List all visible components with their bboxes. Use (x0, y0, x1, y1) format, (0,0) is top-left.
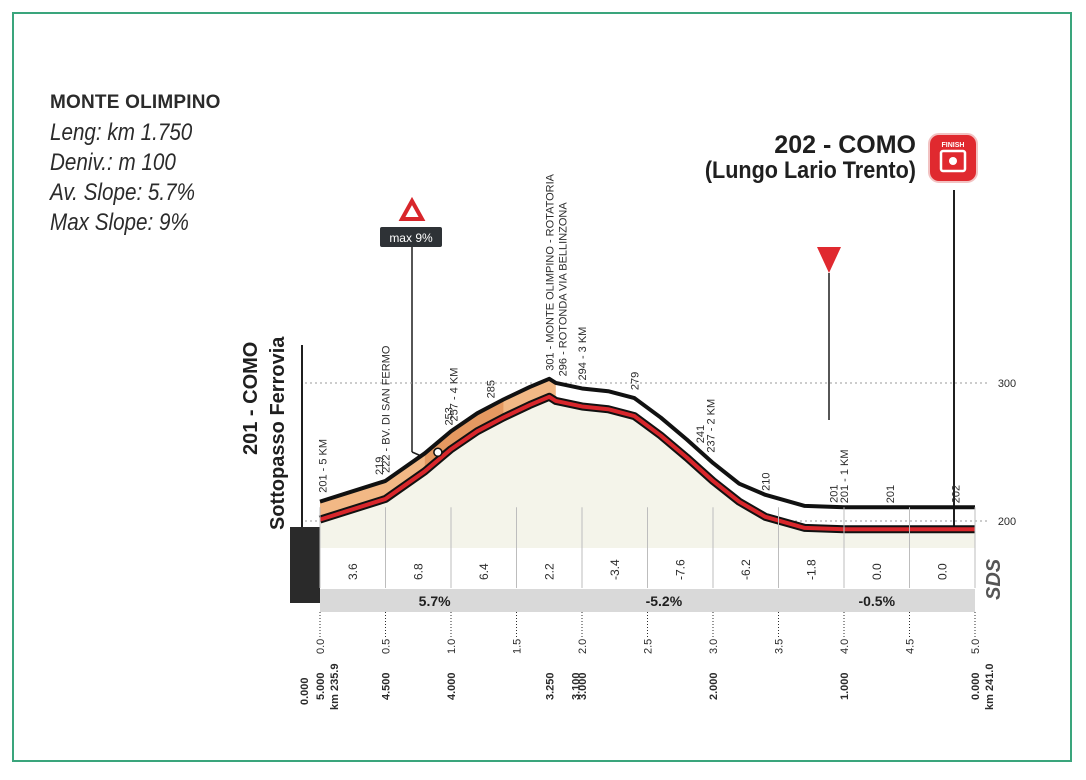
mountain-warning-icon (398, 196, 426, 221)
x-tick-label: 1.0 (446, 639, 458, 654)
waypoint-label: 201 (829, 485, 841, 503)
climb-length: Leng: km 1.750 (50, 119, 193, 146)
finish-badge-label: FINISH (942, 142, 965, 149)
x-tick-label: 0.0 (315, 639, 327, 654)
finish-dot-icon (949, 157, 957, 165)
segment-slope-label: -3.4 (608, 559, 622, 580)
segment-slope-label: -6.2 (739, 559, 753, 580)
start-block (290, 527, 320, 603)
waypoint-label: 285 (485, 380, 497, 398)
brand-logo: SDS (983, 558, 1005, 600)
x-tick-label: 2.5 (643, 639, 655, 654)
sector-slope-label: 5.7% (419, 593, 451, 609)
segment-slope-label: 6.8 (411, 563, 425, 580)
sector-slope-label: -0.5% (858, 593, 895, 609)
road-line (319, 394, 975, 532)
end-km-label: km 241.0 (984, 664, 996, 710)
start-zero-label: 0.000 (299, 677, 311, 705)
distance-to-go-label: 2.000 (708, 672, 720, 700)
distance-to-go-label: 1.000 (839, 672, 851, 700)
profile-area (320, 396, 975, 548)
max-slope-point (433, 447, 443, 458)
segment-slope-label: 3.6 (346, 563, 360, 580)
ribbon-top-edge (319, 376, 975, 510)
segment-slope-label: 6.4 (477, 563, 491, 580)
x-tick-label: 4.0 (839, 639, 851, 654)
waypoint-label: 301 - MONTE OLIMPINO - ROTATORIA (544, 173, 556, 370)
flamme-rouge-icon (817, 247, 841, 273)
waypoint-label: 296 - ROTONDA VIA BELLINZONA (557, 202, 569, 377)
x-tick-label: 3.0 (708, 639, 720, 654)
distance-to-go-label: 4.500 (381, 672, 393, 700)
climb-max-slope: Max Slope: 9% (50, 209, 189, 236)
climb-deniv: Deniv.: m 100 (50, 149, 176, 176)
segment-slope-label: 0.0 (870, 563, 884, 580)
max-badge-label: max 9% (389, 231, 433, 245)
waypoint-label: 201 (885, 485, 897, 503)
climb-title: MONTE OLIMPINO (50, 92, 221, 113)
y-tick-label: 200 (998, 516, 1016, 528)
distance-to-go-label: 4.000 (446, 672, 458, 700)
finish-flag-icon (939, 149, 967, 173)
sector-slope-label: -5.2% (646, 593, 683, 609)
climb-avg-slope: Av. Slope: 5.7% (50, 179, 195, 206)
waypoint-label: 279 (629, 372, 641, 390)
waypoint-label: 222 - BV. DI SAN FERMO (381, 345, 393, 473)
waypoint-label: 219 (374, 457, 386, 475)
x-tick-label: 2.0 (577, 639, 589, 654)
x-tick-label: 0.5 (381, 639, 393, 654)
segment-slope-label: -1.8 (804, 559, 818, 580)
waypoint-label: 210 (760, 473, 772, 491)
finish-label: 202 - COMO (Lungo Lario Trento) (630, 132, 916, 184)
distance-to-go-label: 3.250 (544, 672, 556, 700)
max-badge (380, 227, 442, 247)
distance-to-go-label: 3.000 (577, 672, 589, 700)
finish-sub: (Lungo Lario Trento) (704, 157, 916, 184)
waypoint-label: 201 - 5 KM (318, 439, 330, 493)
segment-slope-label: 2.2 (542, 563, 556, 580)
segment-slope-label: 0.0 (935, 563, 949, 580)
waypoint-label: 294 - 3 KM (577, 327, 589, 381)
distance-to-go-label: 3.100 (570, 672, 582, 700)
waypoint-label: 253 (443, 407, 455, 425)
x-tick-label: 4.5 (905, 639, 917, 654)
slope-band (320, 589, 975, 612)
x-tick-label: 3.5 (774, 639, 786, 654)
waypoint-label: 202 (950, 485, 962, 503)
waypoint-label: 241 (695, 425, 707, 443)
start-sub: Sottopasso Ferrovia (267, 336, 289, 530)
x-tick-label: 5.0 (970, 639, 982, 654)
start-km-label: km 235.9 (329, 664, 341, 710)
distance-to-go-label: 5.000 (315, 672, 327, 700)
x-tick-label: 1.5 (512, 639, 524, 654)
y-tick-label: 300 (998, 378, 1016, 390)
waypoint-label: 201 - 1 KM (839, 449, 851, 503)
waypoint-label: 257 - 4 KM (449, 368, 461, 422)
climb-info: MONTE OLIMPINO Leng: km 1.750 Deniv.: m … (50, 92, 221, 238)
waypoint-label: 237 - 2 KM (705, 399, 717, 453)
segment-slope-label: -7.6 (673, 559, 687, 580)
distance-to-go-label: 0.000 (970, 672, 982, 700)
finish-name: 202 - COMO (774, 131, 916, 159)
start-name: 201 - COMO (240, 342, 262, 455)
